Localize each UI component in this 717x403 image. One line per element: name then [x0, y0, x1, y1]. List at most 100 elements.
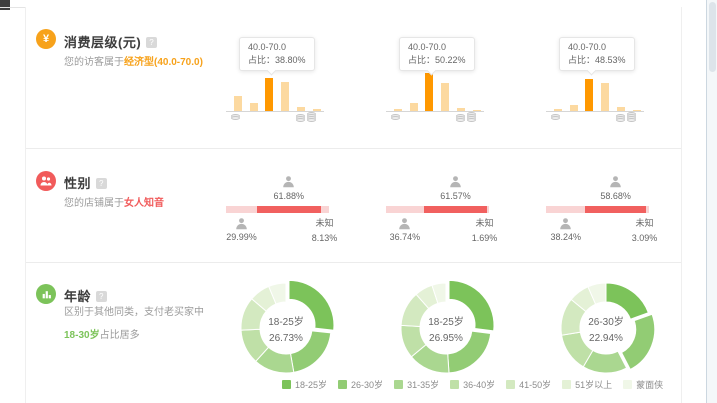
gender-chart[interactable]: 61.88% 29.99% 未知 8.13%: [226, 167, 337, 252]
high-price-icon: [456, 112, 476, 122]
gender-section-title: 性别?: [64, 173, 108, 192]
gender-chart[interactable]: 58.68% 38.24% 未知 3.09%: [546, 167, 657, 252]
price-range-bar[interactable]: [425, 73, 434, 111]
donut-segment-18-25岁[interactable]: [605, 282, 649, 320]
price-range-bar[interactable]: [441, 83, 450, 111]
donut-segment-蒙面侠[interactable]: [268, 282, 287, 305]
legend-item-31-35岁[interactable]: 31-35岁: [394, 378, 439, 391]
price-range-bar[interactable]: [234, 96, 242, 111]
legend-swatch: [623, 380, 633, 389]
gender-icon: [36, 171, 56, 191]
price-range-bar[interactable]: [601, 83, 610, 111]
price-range-bar[interactable]: [249, 103, 258, 111]
coin-stack-icon: [391, 114, 400, 120]
section-divider: [26, 262, 681, 263]
age-desc-highlight: 18-30岁: [64, 330, 100, 341]
x-axis-line: [226, 111, 324, 112]
age-donut-svg: [560, 282, 656, 374]
age-donut-chart[interactable]: 26-30岁 22.94%: [554, 276, 658, 380]
donut-segment-26-30岁[interactable]: [447, 330, 492, 374]
price-range-bar[interactable]: [616, 107, 625, 111]
gender-stacked-bar[interactable]: [546, 206, 649, 213]
female-segment[interactable]: [256, 206, 321, 213]
price-range-bar[interactable]: [585, 79, 594, 111]
price-range-bar[interactable]: [296, 107, 305, 111]
donut-segment-蒙面侠[interactable]: [587, 282, 607, 305]
legend-label: 31-35岁: [407, 380, 440, 390]
legend-item-蒙面侠[interactable]: 蒙面侠: [623, 378, 663, 391]
legend-item-51岁以上[interactable]: 51岁以上: [562, 378, 612, 391]
donut-segment-蒙面侠[interactable]: [431, 282, 447, 304]
tooltip-caret: [586, 65, 597, 76]
price-range-bar[interactable]: [394, 109, 402, 111]
tooltip-range: 40.0-70.0: [408, 42, 447, 52]
unknown-label: 未知: [475, 218, 494, 228]
price-range-bar[interactable]: [554, 109, 562, 111]
legend-label: 36-40岁: [463, 380, 496, 390]
legend-item-26-30岁[interactable]: 26-30岁: [338, 378, 383, 391]
male-segment[interactable]: [226, 206, 257, 213]
female-segment[interactable]: [585, 206, 646, 213]
legend-item-36-40岁[interactable]: 36-40岁: [450, 378, 495, 391]
legend-item-41-50岁[interactable]: 41-50岁: [506, 378, 551, 391]
coin: [616, 118, 625, 122]
gender-title-text: 性别: [64, 176, 92, 191]
price-range-bar[interactable]: [312, 109, 321, 111]
legend-swatch: [394, 380, 404, 389]
yuan-glyph: ¥: [42, 33, 50, 45]
gender-stacked-bar[interactable]: [386, 206, 489, 213]
male-segment[interactable]: [546, 206, 586, 213]
female-percentage: 61.88%: [273, 191, 305, 201]
price-range-bar[interactable]: [265, 78, 274, 111]
low-price-icon: [551, 114, 560, 120]
legend-swatch: [338, 380, 348, 389]
unknown-segment[interactable]: [320, 206, 329, 213]
age-donut-chart[interactable]: 18-25岁 26.95%: [394, 276, 498, 380]
age-donut-chart[interactable]: 18-25岁 26.73%: [234, 276, 338, 380]
price-range-bar[interactable]: [281, 82, 290, 111]
donut-segment-26-30岁[interactable]: [620, 313, 656, 371]
gender-chart[interactable]: 61.57% 36.74% 未知 1.69%: [386, 167, 497, 252]
female-person-icon: [449, 175, 462, 188]
high-price-icon: [616, 112, 636, 122]
scrollbar-thumb[interactable]: [709, 2, 716, 72]
price-range-bar[interactable]: [472, 110, 481, 111]
help-icon[interactable]: ?: [96, 178, 108, 189]
price-range-bar[interactable]: [409, 103, 418, 111]
gender-stacked-bar[interactable]: [226, 206, 329, 213]
consumption-bar-chart[interactable]: 40.0-70.0 占比：38.80%: [226, 37, 331, 139]
price-range-bar[interactable]: [456, 108, 465, 111]
help-icon[interactable]: ?: [146, 37, 158, 48]
high-price-icon: [296, 112, 316, 122]
price-range-bar[interactable]: [569, 105, 578, 111]
age-donut-svg: [400, 279, 495, 374]
coin: [551, 116, 560, 120]
male-percentage: 36.74%: [389, 232, 421, 242]
gender-desc-prefix: 您的店铺属于: [64, 198, 124, 209]
unknown-segment[interactable]: [487, 206, 489, 213]
help-icon[interactable]: ?: [96, 291, 108, 302]
age-desc-line2-rest: 占比居多: [99, 330, 140, 341]
legend-swatch: [282, 380, 291, 389]
female-segment[interactable]: [423, 206, 488, 213]
unknown-percentage: 8.13%: [311, 233, 338, 243]
legend-label: 蒙面侠: [636, 380, 664, 390]
female-person-icon: [282, 175, 295, 188]
consumption-bar-chart[interactable]: 40.0-70.0 占比：50.22%: [386, 37, 491, 139]
legend-swatch: [506, 380, 516, 389]
legend-item-18-25岁[interactable]: 18-25岁: [282, 378, 327, 391]
donut-segment-26-30岁[interactable]: [289, 330, 332, 373]
chart-tooltip: 40.0-70.0 占比：48.53%: [559, 37, 635, 76]
audience-analysis-card: ¥ 消费层级(元)? 您的访客属于经济型(40.0-70.0) 40.0-70.…: [25, 7, 682, 403]
unknown-percentage: 1.69%: [471, 233, 498, 243]
donut-segment-18-25岁[interactable]: [288, 279, 335, 331]
price-range-bar[interactable]: [632, 110, 641, 111]
gender-desc-highlight: 女人知音: [124, 198, 164, 209]
donut-segment-18-25岁[interactable]: [448, 279, 495, 332]
vertical-scrollbar[interactable]: [706, 0, 717, 403]
consumption-bar-chart[interactable]: 40.0-70.0 占比：48.53%: [546, 37, 651, 139]
legend-label: 41-50岁: [519, 380, 552, 390]
unknown-segment[interactable]: [645, 206, 649, 213]
male-segment[interactable]: [386, 206, 424, 213]
female-percentage: 58.68%: [600, 191, 631, 201]
